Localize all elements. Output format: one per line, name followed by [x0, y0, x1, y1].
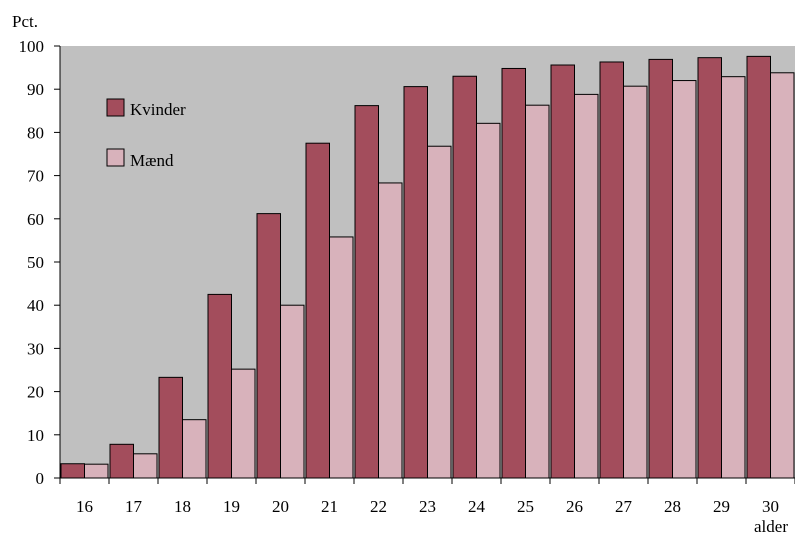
bar-maend-16: [84, 463, 109, 479]
x-tick-label: 26: [566, 497, 583, 516]
x-tick-label: 20: [272, 497, 289, 516]
legend-label-kvinder: Kvinder: [130, 100, 186, 119]
y-tick-label: 30: [27, 339, 44, 358]
x-axis: 16 17 18 19 20 21 22 23 24 25 26 27 28 29 30: [59, 477, 795, 516]
legend-label-maend: Mænd: [130, 151, 174, 170]
x-tick-label: 27: [615, 497, 633, 516]
bar-maend-27: [623, 85, 648, 479]
x-tick-label: 16: [76, 497, 93, 516]
bar-kvinder-20: [256, 213, 281, 479]
x-axis-label: alder: [754, 517, 788, 536]
bar-kvinder-16: [60, 463, 85, 479]
x-tick-label: 25: [517, 497, 534, 516]
bar-maend-23: [427, 145, 452, 479]
bar-maend-30: [770, 72, 795, 479]
x-tick-label: 17: [125, 497, 143, 516]
y-tick-label: 10: [27, 426, 44, 445]
x-tick-label: 18: [174, 497, 191, 516]
y-tick-label: 50: [27, 253, 44, 272]
bars: [60, 55, 795, 479]
y-tick-label: 60: [27, 210, 44, 229]
legend-swatch-kvinder: [106, 98, 125, 117]
bar-maend-28: [672, 80, 697, 479]
bar-kvinder-24: [452, 75, 477, 479]
y-tick-label: 80: [27, 123, 44, 142]
legend: Kvinder Mænd: [106, 98, 186, 170]
y-tick-label: 100: [19, 37, 45, 56]
bar-maend-17: [133, 453, 158, 479]
x-tick-label: 28: [664, 497, 681, 516]
bar-maend-26: [574, 93, 599, 479]
x-tick-label: 24: [468, 497, 486, 516]
bar-maend-22: [378, 182, 403, 479]
y-tick-label: 0: [36, 469, 45, 488]
y-tick-label: 20: [27, 383, 44, 402]
y-axis-label: Pct.: [12, 12, 38, 31]
y-tick-label: 40: [27, 296, 44, 315]
bar-kvinder-25: [501, 67, 526, 479]
bar-maend-18: [182, 419, 207, 479]
x-tick-label: 19: [223, 497, 240, 516]
bar-kvinder-19: [207, 293, 232, 479]
bar-maend-19: [231, 368, 256, 479]
bar-maend-25: [525, 104, 550, 479]
bar-kvinder-23: [403, 86, 428, 479]
bar-maend-24: [476, 122, 501, 479]
y-tick-label: 70: [27, 167, 44, 186]
y-axis: 0 10 20 30 40 50 60 70 80 90 100: [19, 37, 61, 488]
bar-kvinder-27: [599, 61, 624, 479]
legend-swatch-maend: [106, 148, 125, 167]
bar-maend-20: [280, 304, 305, 479]
bar-kvinder-26: [550, 64, 575, 479]
bar-kvinder-30: [746, 55, 771, 479]
bar-maend-29: [721, 76, 746, 479]
bar-kvinder-29: [697, 57, 722, 479]
x-tick-label: 22: [370, 497, 387, 516]
x-tick-label: 30: [762, 497, 779, 516]
bar-kvinder-22: [354, 105, 379, 479]
y-tick-label: 90: [27, 80, 44, 99]
x-tick-label: 21: [321, 497, 338, 516]
bar-kvinder-21: [305, 142, 330, 479]
bar-maend-21: [329, 236, 354, 479]
bar-kvinder-28: [648, 58, 673, 479]
bar-kvinder-17: [109, 443, 134, 479]
x-tick-label: 23: [419, 497, 436, 516]
x-tick-label: 29: [713, 497, 730, 516]
bar-kvinder-18: [158, 376, 183, 479]
